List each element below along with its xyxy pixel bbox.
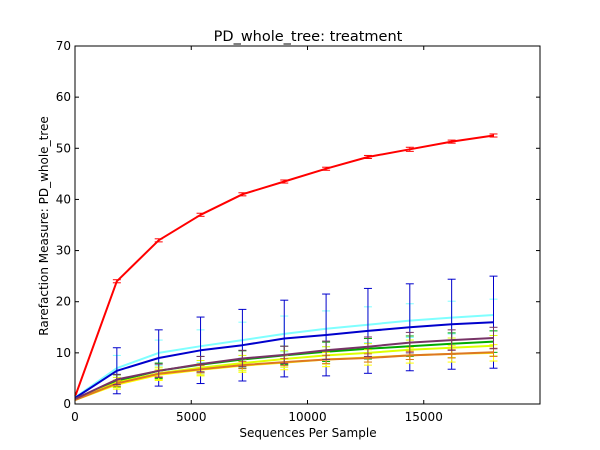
series-line: [74, 134, 494, 397]
series-7: [74, 326, 498, 400]
plot-frame: [74, 45, 541, 405]
y-tick-label: 0: [63, 397, 71, 411]
series-line: [74, 337, 494, 400]
x-tick-label: 10000: [288, 410, 326, 424]
x-tick-label: 15000: [405, 410, 443, 424]
x-axis-label: Sequences Per Sample: [239, 426, 376, 440]
y-tick-label: 20: [56, 295, 71, 309]
series-5: [74, 344, 498, 401]
x-tick-label: 0: [71, 410, 79, 424]
series-0: [74, 133, 498, 397]
y-tick-label: 10: [56, 346, 71, 360]
y-tick-label: 30: [56, 244, 71, 258]
y-tick-label: 40: [56, 192, 71, 206]
y-tick-label: 50: [56, 141, 71, 155]
axis-ticks: 0 5000 10000 15000 0 10 20 30 40 50 60 70: [56, 39, 540, 424]
plot-area: [74, 133, 498, 401]
chart-title: PD_whole_tree: treatment: [214, 29, 403, 45]
y-tick-label: 60: [56, 90, 71, 104]
series-line: [74, 321, 494, 399]
x-tick-label: 5000: [176, 410, 207, 424]
y-axis-label: Rarefaction Measure: PD_whole_tree: [37, 116, 51, 335]
y-tick-label: 70: [56, 39, 71, 53]
